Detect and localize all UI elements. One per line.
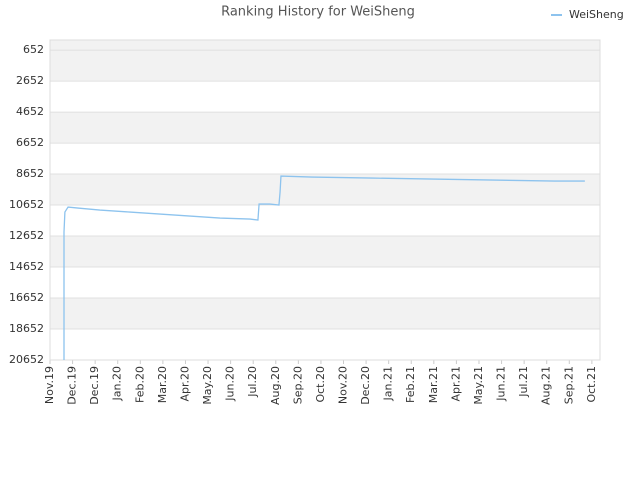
legend-label: WeiSheng	[569, 8, 624, 21]
x-tick-label: Mar.20	[156, 366, 169, 403]
x-tick-label: Dec.20	[359, 366, 372, 405]
plot-border	[49, 39, 601, 361]
x-tick-label: May.20	[201, 366, 214, 405]
y-tick-label: 6652	[16, 136, 44, 149]
y-tick-label: 20652	[9, 353, 44, 366]
grid-band	[50, 81, 600, 113]
x-tick-label: Aug.21	[540, 366, 553, 405]
x-tick-label: Apr.20	[178, 366, 191, 402]
x-tick-label: Dec.19	[66, 366, 79, 405]
y-tick-label: 8652	[16, 167, 44, 180]
x-tick-label: Apr.21	[449, 366, 462, 402]
x-tick-label: Oct.21	[585, 366, 598, 403]
x-tick-label: Jun.20	[224, 366, 237, 402]
line	[63, 175, 585, 360]
y-tick-label: 12652	[9, 229, 44, 242]
grid-band	[50, 329, 600, 360]
y-tick-label: 2652	[16, 74, 44, 87]
x-tick-label: Sep.20	[291, 366, 304, 404]
grid-band	[50, 267, 600, 299]
y-tick-label: 16652	[9, 291, 44, 304]
y-tick-label: 652	[23, 43, 44, 56]
x-tick-label: Nov.20	[337, 366, 350, 404]
x-tick-label: Jan.20	[111, 366, 124, 401]
x-tick-label: Jul.20	[246, 366, 259, 398]
x-tick-label: Jul.21	[517, 366, 530, 398]
x-tick-label: Jan.21	[382, 366, 395, 401]
chart-title: Ranking History for WeiSheng	[221, 5, 415, 20]
x-tick-label: Aug.20	[269, 366, 282, 405]
x-tick-label: Jun.21	[495, 366, 508, 402]
x-tick-label: Dec.19	[88, 366, 101, 405]
x-tick-label: Oct.20	[314, 366, 327, 403]
y-tick-label: 18652	[9, 322, 44, 335]
x-tick-label: Sep.21	[562, 366, 575, 404]
y-tick-label: 10652	[9, 198, 44, 211]
x-tick-label: Feb.20	[133, 366, 146, 403]
x-tick-label: Mar.21	[427, 366, 440, 403]
x-tick-label: Nov.19	[43, 366, 56, 404]
grid-band	[50, 205, 600, 237]
grid-band	[50, 143, 600, 175]
x-tick-label: May.21	[472, 366, 485, 405]
x-tick-label: Feb.21	[404, 366, 417, 403]
y-tick-label: 14652	[9, 260, 44, 273]
y-tick-label: 4652	[16, 105, 44, 118]
